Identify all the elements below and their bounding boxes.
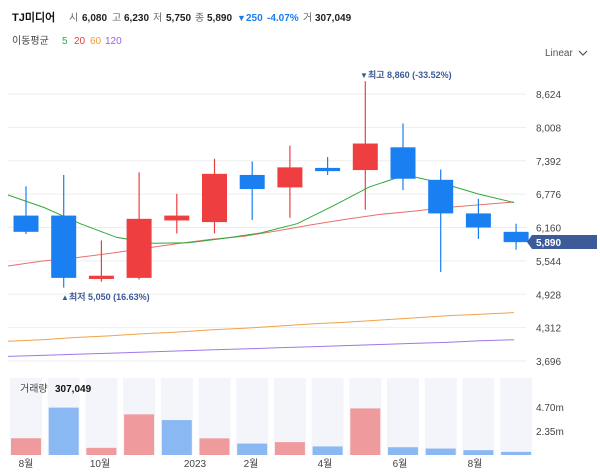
candle-body (88, 275, 114, 279)
price-tick-label: 4,312 (536, 324, 561, 335)
volume-bar (48, 407, 79, 455)
volume-column-bg (500, 378, 533, 455)
price-tick-label: 3,696 (536, 357, 561, 368)
volume-column-bg (387, 378, 419, 455)
volume-bar (86, 447, 117, 455)
price-tick-label: 7,392 (536, 157, 561, 168)
high-label: 고 (112, 13, 121, 24)
volume-bar (274, 442, 305, 455)
volume-bar (124, 414, 155, 455)
scale-selector-label[interactable]: Linear (545, 48, 573, 59)
price-tick-label: 4,928 (536, 290, 561, 301)
candle-body (164, 215, 190, 221)
volume-bars (11, 407, 532, 455)
volume-bar (501, 451, 532, 455)
candle-body (315, 167, 341, 172)
price-tag-shape (527, 235, 597, 249)
volume-column-bg (462, 378, 495, 455)
high-marker-icon: ▼ (360, 71, 368, 80)
price-tick-label: 6,160 (536, 224, 561, 235)
low-label: 저 (153, 12, 162, 24)
time-axis: 8월 10월 2023 2월 4월 6월 8월 (19, 458, 483, 470)
candle-body (51, 215, 77, 278)
current-price-text: 5,890 (536, 238, 561, 249)
ma120-line (7, 339, 515, 357)
time-tick-label: 10월 (90, 458, 110, 470)
volume-panel-header: 거래량 307,049 (20, 383, 92, 395)
high-value: 6,230 (124, 13, 149, 24)
volume-short-value: 307,049 (315, 13, 352, 24)
candles (13, 81, 529, 288)
price-header: TJ미디어 시 6,080 고 6,230 저 5,750 종 5,890 ▼ … (12, 10, 352, 24)
candle-body (239, 174, 265, 190)
candle-body (465, 213, 491, 228)
candle-body (390, 147, 416, 179)
ma60-line (7, 312, 515, 342)
ma-legend: 이동평균 5 20 60 120 (12, 35, 122, 47)
ma-legend-60[interactable]: 60 (90, 36, 102, 47)
price-tick-label: 8,008 (536, 123, 561, 134)
candle-body (13, 215, 39, 232)
time-tick-label: 2023 (184, 459, 207, 470)
candle-body (352, 143, 378, 171)
time-tick-label: 4월 (318, 458, 333, 470)
volume-short-label: 거 (303, 12, 312, 24)
low-value: 5,750 (166, 13, 191, 24)
ma-legend-120[interactable]: 120 (105, 36, 122, 47)
volume-axis: 4.70m 2.35m (536, 403, 564, 438)
scale-selector[interactable]: Linear (545, 48, 588, 59)
price-tick-label: 5,544 (536, 257, 561, 268)
time-tick-label: 8월 (19, 458, 34, 470)
volume-tick-label: 2.35m (536, 427, 564, 438)
volume-column-bg (236, 378, 269, 455)
ma-legend-label: 이동평균 (12, 35, 49, 47)
volume-tick-label: 4.70m (536, 403, 564, 414)
volume-bar (425, 448, 456, 455)
low-annotation: ▲ 최저 5,050 (16.63%) (61, 291, 150, 302)
volume-bar (388, 447, 418, 455)
chevron-down-icon[interactable] (578, 50, 588, 56)
volume-label: 거래량 (20, 383, 48, 395)
volume-bar (11, 438, 41, 455)
volume-column-bg (85, 378, 118, 455)
close-label: 종 (195, 12, 204, 24)
stock-name: TJ미디어 (12, 10, 55, 24)
change-down-icon: ▼ (237, 13, 246, 23)
candle-body (202, 173, 227, 223)
time-tick-label: 6월 (393, 458, 408, 470)
volume-bar (463, 450, 494, 455)
volume-value: 307,049 (55, 384, 92, 395)
high-annotation: ▼ 최고 8,860 (-33.52%) (360, 69, 452, 80)
volume-bar (350, 408, 381, 455)
high-text: 최고 8,860 (-33.52%) (368, 69, 452, 80)
price-grid (8, 93, 526, 362)
low-marker-icon: ▲ (61, 293, 69, 302)
volume-bar (312, 446, 343, 455)
time-tick-label: 2월 (244, 458, 259, 470)
volume-bar (199, 438, 230, 455)
candle-body (126, 218, 152, 278)
close-value: 5,890 (207, 13, 232, 24)
open-label: 시 (69, 12, 78, 24)
low-text: 최저 5,050 (16.63%) (69, 291, 150, 302)
time-tick-label: 8월 (468, 458, 483, 470)
candle-body (277, 167, 303, 188)
volume-column-bg (424, 378, 457, 455)
price-tick-label: 6,776 (536, 190, 561, 201)
volume-bar (161, 420, 192, 455)
current-price-tag: 5,890 (527, 235, 597, 249)
volume-column-bg (311, 378, 344, 455)
change-percent: -4.07% (267, 13, 299, 24)
volume-bar (237, 443, 268, 455)
candle-body (503, 231, 529, 243)
open-value: 6,080 (82, 13, 107, 24)
candle-body (428, 179, 454, 214)
change-value: 250 (246, 13, 263, 24)
price-tick-label: 8,624 (536, 90, 561, 101)
price-axis: 8,624 8,008 7,392 6,776 6,160 5,544 4,928 4,312… (536, 90, 561, 368)
ma-legend-5[interactable]: 5 (62, 36, 68, 47)
ma-legend-20[interactable]: 20 (74, 36, 86, 47)
